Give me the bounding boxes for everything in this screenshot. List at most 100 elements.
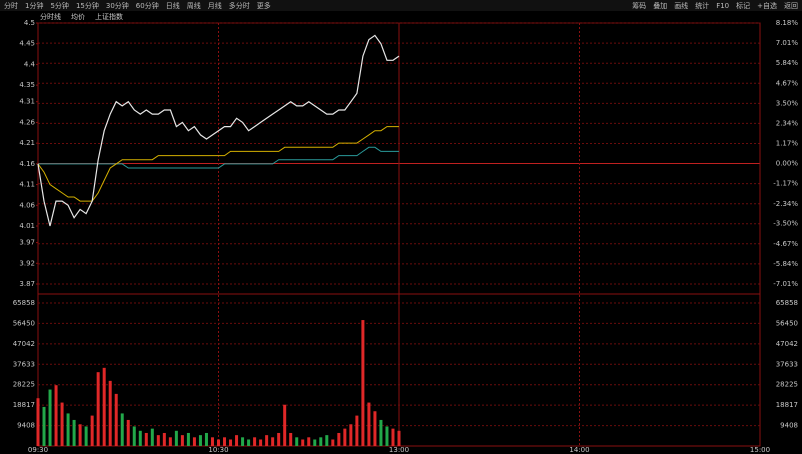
volume-bar	[108, 380, 112, 446]
y2-tick-label: 28225	[776, 381, 798, 389]
volume-bar	[120, 413, 124, 446]
volume-bar	[253, 437, 257, 446]
volume-bar	[36, 398, 40, 446]
y-tick-label: 3.87	[19, 280, 35, 288]
toolbar-button[interactable]: 画线	[674, 1, 688, 10]
y-tick-label: 65858	[13, 299, 35, 307]
y2-tick-label: -2.34%	[773, 200, 798, 208]
volume-bar	[42, 406, 46, 446]
volume-bar	[174, 430, 178, 446]
toolbar-tab[interactable]: 60分钟	[136, 1, 159, 10]
toolbar-tab[interactable]: 15分钟	[76, 1, 99, 10]
toolbar-tab[interactable]: 日线	[166, 1, 180, 10]
toolbar-button[interactable]: +自选	[757, 1, 777, 10]
price-line	[37, 126, 399, 202]
toolbar-button[interactable]: 叠加	[653, 1, 667, 10]
price-line	[38, 146, 399, 169]
toolbar-tab[interactable]: 分时	[4, 1, 18, 10]
toolbar	[0, 0, 802, 11]
volume-bar	[192, 437, 196, 446]
x-tick-label: 13:00	[389, 446, 409, 454]
volume-bar	[241, 437, 245, 446]
y2-tick-label: 3.50%	[776, 99, 799, 107]
volume-bar	[259, 439, 263, 446]
volume-bar	[198, 435, 202, 446]
x-tick-label: 10:30	[208, 446, 228, 454]
toolbar-tab[interactable]: 周线	[187, 1, 201, 10]
volume-bar	[126, 419, 130, 446]
volume-bar	[349, 424, 353, 446]
y2-tick-label: 2.34%	[776, 119, 799, 127]
volume-bar	[385, 426, 389, 446]
volume-bar	[144, 432, 148, 446]
y-tick-label: 4.35	[19, 81, 35, 89]
toolbar-button[interactable]: 返回	[784, 2, 798, 10]
volume-bar	[331, 439, 335, 446]
volume-bar	[48, 389, 52, 446]
x-tick-label: 09:30	[28, 446, 48, 454]
toolbar-button[interactable]: 标记	[736, 1, 750, 10]
volume-bar	[277, 432, 281, 446]
volume-bar	[283, 404, 287, 446]
toolbar-tab[interactable]: 月线	[208, 1, 222, 10]
y-tick-label: 4.4	[24, 60, 36, 68]
volume-bar	[138, 430, 142, 446]
y2-tick-label: 1.17%	[776, 139, 799, 147]
y-tick-label: 56450	[13, 319, 35, 327]
y-tick-label: 18817	[13, 401, 35, 409]
y-tick-label: 4.5	[24, 19, 35, 27]
toolbar-tab[interactable]: 5分钟	[50, 1, 68, 10]
toolbar-tab[interactable]: 30分钟	[106, 1, 129, 10]
volume-bar	[186, 432, 190, 446]
toolbar-button[interactable]: F10	[716, 2, 729, 10]
volume-bar	[325, 435, 329, 446]
volume-bar	[168, 437, 172, 446]
y-tick-label: 4.11	[19, 181, 35, 189]
volume-bar	[60, 402, 64, 446]
volume-bar	[96, 372, 100, 446]
toolbar-tab[interactable]: 1分钟	[25, 1, 43, 10]
volume-bar	[247, 439, 251, 446]
y-tick-label: 47042	[13, 340, 35, 348]
legend-entry: 上证指数	[95, 12, 123, 21]
y-tick-label: 4.06	[19, 201, 35, 209]
volume-bar	[391, 428, 395, 446]
x-tick-label: 15:00	[750, 446, 770, 454]
volume-bar	[114, 393, 118, 446]
y2-tick-label: 8.18%	[776, 19, 799, 27]
y2-tick-label: 4.67%	[776, 79, 799, 87]
y-tick-label: 3.97	[19, 239, 35, 247]
toolbar-button[interactable]: 统计	[695, 1, 709, 10]
volume-bar	[265, 435, 269, 446]
volume-bar	[210, 437, 214, 446]
y2-tick-label: 56450	[776, 319, 798, 327]
y-tick-label: 28225	[13, 381, 35, 389]
volume-bar	[307, 437, 311, 446]
volume-bar	[102, 367, 106, 446]
volume-bar	[132, 426, 136, 446]
volume-bar	[337, 432, 341, 446]
volume-bar	[223, 437, 227, 446]
y-tick-label: 4.31	[19, 98, 35, 106]
volume-bar	[367, 402, 371, 446]
volume-bar	[229, 439, 233, 446]
volume-bar	[54, 385, 58, 446]
toolbar-tab[interactable]: 更多	[257, 1, 271, 10]
legend-entry: 均价	[71, 12, 85, 21]
y2-tick-label: -7.01%	[773, 280, 798, 288]
volume-bar	[313, 439, 317, 446]
y2-tick-label: 7.01%	[776, 39, 799, 47]
volume-bar	[361, 320, 365, 446]
y2-tick-label: 65858	[776, 299, 798, 307]
toolbar-button[interactable]: 筹码	[632, 1, 646, 10]
volume-bar	[84, 426, 88, 446]
volume-bar	[235, 435, 239, 446]
volume-bar	[150, 428, 154, 446]
volume-bar	[301, 439, 305, 446]
legend-entry: 分时线	[40, 12, 61, 21]
toolbar-tab[interactable]: 多分时	[229, 1, 250, 10]
volume-bar	[180, 435, 184, 446]
volume-bar	[373, 411, 377, 446]
volume-bar	[162, 432, 166, 446]
